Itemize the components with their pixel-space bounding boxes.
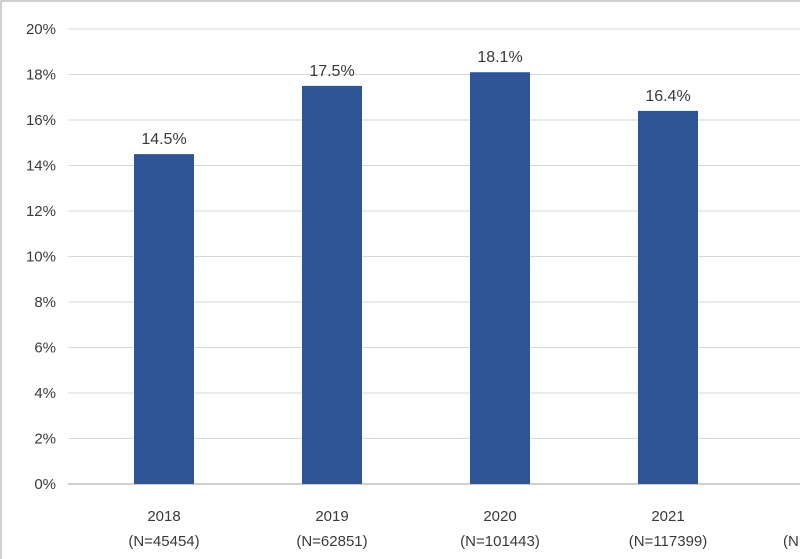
data-label: 14.5% (141, 131, 186, 148)
y-axis-ticks: 0% 2% 4% 6% 8% 10% 12% 14% 16% 18% 20% (26, 21, 56, 493)
bar (302, 85, 362, 484)
data-label: 16.4% (645, 88, 690, 105)
x-tick-sublabel: (N=62851) (296, 533, 367, 550)
y-tick-label: 0% (34, 476, 56, 493)
y-tick-label: 14% (26, 158, 56, 175)
y-tick-label: 6% (34, 340, 56, 357)
x-tick-sublabel: (N (783, 533, 799, 550)
y-tick-label: 8% (34, 294, 56, 311)
x-tick-label: 2020 (483, 508, 516, 525)
y-tick-label: 4% (34, 385, 56, 402)
bar (638, 110, 698, 485)
x-tick-sublabel: (N=45454) (128, 533, 199, 550)
x-tick-label: 2019 (315, 508, 348, 525)
x-tick-label: 2018 (147, 508, 180, 525)
data-label: 17.5% (309, 63, 354, 80)
bar (470, 72, 530, 484)
bar (134, 154, 194, 484)
y-tick-label: 10% (26, 249, 56, 266)
y-tick-label: 16% (26, 112, 56, 129)
x-tick-sublabel: (N=101443) (460, 533, 540, 550)
data-labels: 14.5% 17.5% 18.1% 16.4% (141, 49, 690, 148)
bars (134, 72, 698, 485)
y-tick-label: 12% (26, 203, 56, 220)
y-tick-label: 20% (26, 21, 56, 38)
data-label: 18.1% (477, 49, 522, 66)
x-axis-ticks: 2018 (N=45454) 2019 (N=62851) 2020 (N=101443)… (128, 508, 798, 550)
y-tick-label: 18% (26, 67, 56, 84)
x-tick-label: 2021 (651, 508, 684, 525)
x-tick-sublabel: (N=117399) (629, 533, 708, 550)
y-tick-label: 2% (34, 431, 56, 448)
